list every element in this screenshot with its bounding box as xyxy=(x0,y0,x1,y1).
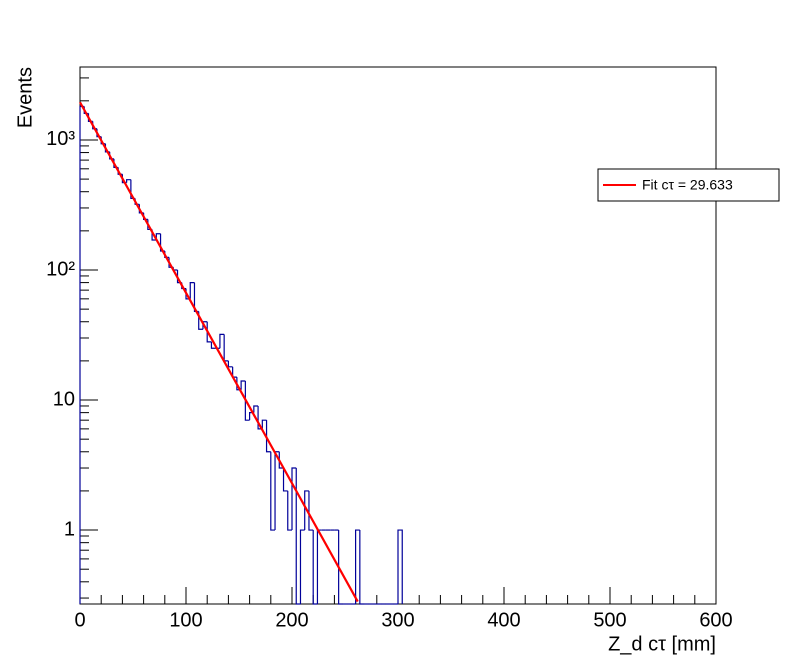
histogram-bin xyxy=(265,420,271,453)
histogram-bin xyxy=(244,381,250,421)
x-tick-label: 200 xyxy=(275,609,308,631)
histogram-bin xyxy=(240,380,246,390)
x-tick-label: 500 xyxy=(593,609,626,631)
histogram-bin xyxy=(308,490,314,531)
histogram-bin xyxy=(304,490,309,531)
x-tick-label: 300 xyxy=(381,609,414,631)
histogram-bin xyxy=(355,529,360,604)
histogram-bin xyxy=(282,468,288,492)
histogram-bin xyxy=(126,179,131,183)
histogram-bin xyxy=(295,468,301,605)
x-axis-title: Z_d cτ [mm] xyxy=(608,633,716,655)
y-tick-label: 1 xyxy=(64,518,75,540)
histogram-bin xyxy=(312,530,318,605)
histogram-bin xyxy=(189,281,195,299)
y-axis-title: Events xyxy=(14,67,36,128)
histogram-bin xyxy=(278,451,284,469)
histogram-bin xyxy=(338,530,343,605)
histogram-bin xyxy=(270,451,276,531)
fit-line xyxy=(79,101,359,603)
histogram-bin xyxy=(397,529,403,604)
histogram-bin xyxy=(219,333,225,349)
x-tick-label: 600 xyxy=(699,609,732,631)
histogram-bin xyxy=(291,467,297,531)
x-tick-label: 100 xyxy=(169,609,202,631)
y-tick-label: 10² xyxy=(46,258,75,280)
histogram-bin xyxy=(253,405,259,413)
histogram-bin xyxy=(206,321,212,343)
histogram-bin xyxy=(359,530,365,605)
histogram-bin xyxy=(287,490,292,531)
x-tick-label: 400 xyxy=(487,609,520,631)
x-tick-label: 0 xyxy=(74,609,85,631)
histogram-bin xyxy=(299,529,305,604)
y-tick-label: 10³ xyxy=(46,128,75,150)
histogram-bin xyxy=(210,341,216,349)
histogram-bin xyxy=(261,419,267,429)
legend: Fit cτ = 29.633 xyxy=(597,168,780,202)
y-tick-label: 10 xyxy=(53,388,75,410)
legend-label: Fit cτ = 29.633 xyxy=(642,177,733,193)
